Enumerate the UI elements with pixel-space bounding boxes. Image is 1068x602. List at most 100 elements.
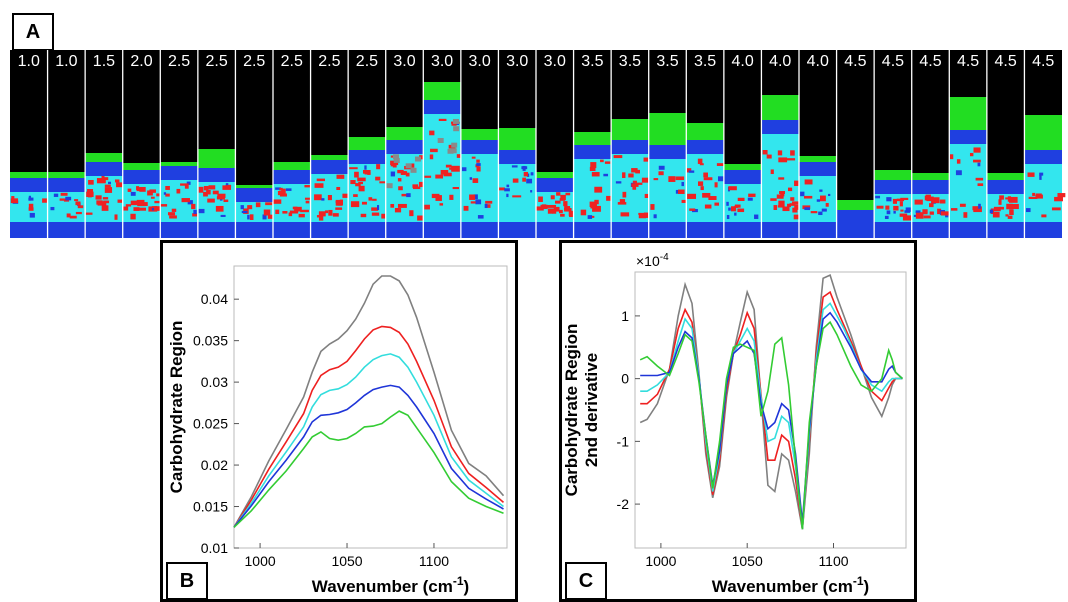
strip-blue-patch — [728, 207, 731, 211]
strip-gray-patch — [392, 154, 399, 160]
strip-bottom-layer — [310, 222, 349, 238]
strip-red-patch — [104, 184, 111, 187]
strip: 4.5 — [948, 50, 987, 238]
x-axis-label: Wavenumber (cm-1) — [312, 574, 469, 596]
series-line — [233, 275, 505, 528]
strip-red-patch — [675, 176, 685, 181]
strip-red-patch — [699, 163, 704, 166]
strip-red-patch — [216, 196, 225, 200]
strip-red-patch — [975, 177, 984, 181]
panel-label-c: C — [565, 562, 607, 600]
strip-red-patch — [737, 197, 745, 202]
strip-red-patch — [899, 201, 903, 207]
strip-red-patch — [940, 211, 949, 216]
strip-bottom-layer — [47, 222, 86, 238]
strip-red-patch — [335, 199, 343, 206]
strip: 4.5 — [911, 50, 950, 238]
strip: 2.5 — [234, 50, 274, 238]
strip-red-patch — [358, 185, 365, 192]
y-tick-label: 0.015 — [193, 499, 228, 515]
strip: 1.0 — [46, 50, 86, 238]
strip-bottom-layer — [122, 222, 161, 238]
strip-blue-patch — [818, 211, 823, 216]
strip-red-patch — [959, 203, 966, 207]
strip-label: 3.5 — [656, 53, 678, 70]
strip-red-patch — [658, 171, 664, 176]
strip-red-patch — [304, 197, 314, 200]
strip-blue-patch — [734, 212, 737, 216]
strip-blue-patch — [893, 211, 896, 214]
strip-blue-patch — [821, 208, 827, 212]
strip-blue-patch — [522, 165, 526, 171]
strip-red-patch — [523, 171, 529, 177]
strip-red-patch — [279, 193, 287, 197]
strip-red-patch — [1009, 196, 1018, 203]
strip-blue-patch — [475, 199, 482, 205]
strip-red-patch — [97, 201, 107, 206]
strip-blue-patch — [108, 181, 112, 185]
strip-red-patch — [198, 186, 204, 193]
strip-red-patch — [101, 205, 109, 211]
strip-red-patch — [69, 215, 77, 219]
strip-red-patch — [318, 214, 324, 221]
strip-blue-patch — [240, 205, 244, 210]
strip: 4.5 — [1023, 50, 1066, 238]
strip-red-patch — [486, 204, 491, 208]
strip-red-patch — [973, 147, 981, 153]
strip-red-patch — [560, 194, 566, 201]
strip-blue-patch — [130, 191, 136, 196]
strip-red-patch — [390, 203, 395, 208]
strip-red-patch — [556, 192, 561, 196]
strip: 3.0 — [535, 50, 578, 238]
strip-red-patch — [342, 193, 350, 198]
strip-red-patch — [714, 182, 718, 188]
strip-bottom-layer — [235, 222, 273, 238]
strip-red-patch — [737, 208, 745, 213]
strip-red-patch — [398, 186, 403, 191]
strip-blue-patch — [28, 197, 34, 201]
strip-red-patch — [512, 195, 522, 198]
strip-red-patch — [702, 192, 711, 198]
x-tick-label: 1050 — [331, 553, 362, 569]
strip-blue-patch — [978, 203, 981, 209]
strip-red-patch — [300, 209, 309, 213]
strip-red-patch — [937, 208, 942, 215]
strip-red-patch — [686, 168, 692, 173]
strip-label: 3.0 — [544, 53, 566, 70]
strip-red-patch — [192, 213, 198, 217]
strip-red-patch — [263, 209, 271, 216]
strip-red-patch — [176, 188, 181, 194]
strip-red-patch — [449, 194, 454, 200]
strip-gray-patch — [452, 118, 459, 124]
strip: 2.5 — [309, 50, 350, 238]
strip: 4.5 — [986, 50, 1025, 238]
strip-blue-patch — [506, 184, 510, 188]
strip-red-patch — [939, 199, 946, 204]
strip-red-patch — [632, 184, 637, 190]
strip-red-patch — [512, 178, 519, 183]
strip-label: 4.5 — [995, 53, 1017, 70]
strip-red-patch — [704, 204, 712, 209]
strip-red-patch — [782, 206, 790, 212]
strip-label: 4.5 — [1032, 53, 1054, 70]
strip-red-patch — [316, 215, 322, 218]
strip-red-patch — [222, 185, 232, 190]
strip-label: 1.0 — [18, 53, 40, 70]
strip: 2.5 — [347, 50, 390, 238]
strip-gray-patch — [393, 157, 400, 163]
x-tick-label: 1100 — [419, 553, 449, 569]
series-line — [640, 311, 904, 523]
strip-bottom-layer — [536, 222, 574, 238]
strip-red-patch — [876, 205, 884, 209]
strip-red-patch — [95, 195, 102, 200]
strip-blue-patch — [390, 171, 396, 177]
strip-red-patch — [11, 196, 15, 201]
strip-red-patch — [950, 208, 958, 211]
strip-bottom-layer — [10, 222, 48, 238]
strip-red-patch — [779, 191, 786, 195]
strip-label: 2.0 — [130, 53, 152, 70]
strip-red-patch — [137, 203, 146, 207]
strip-red-patch — [165, 185, 170, 190]
strip-cyan-layer — [611, 154, 649, 222]
strip-red-patch — [136, 199, 145, 205]
